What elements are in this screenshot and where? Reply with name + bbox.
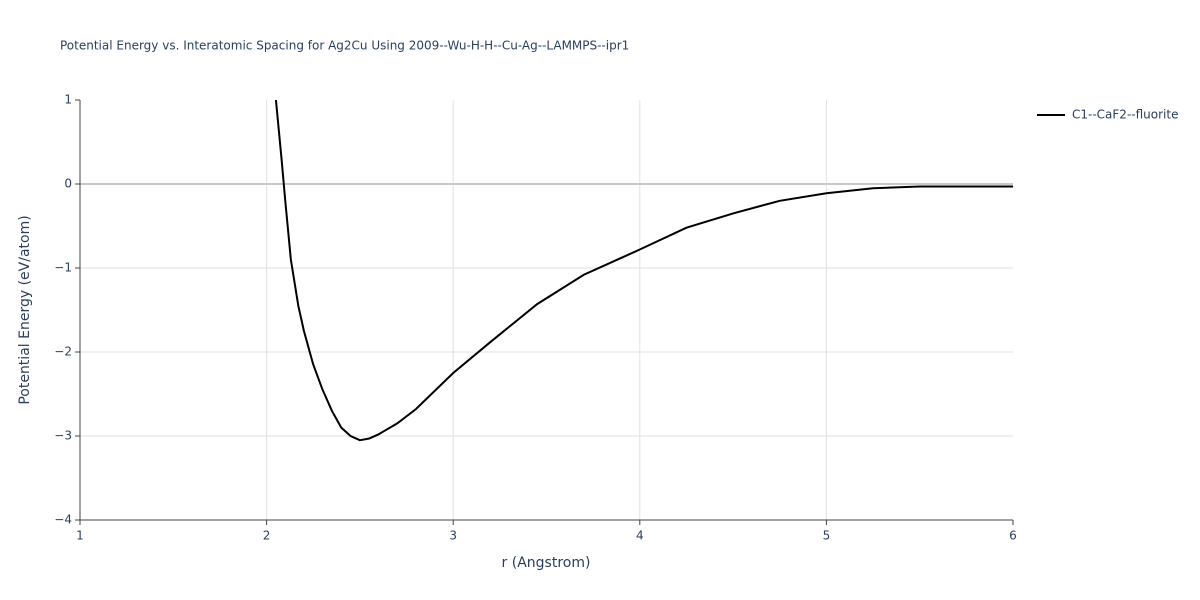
chart-title: Potential Energy vs. Interatomic Spacing…	[60, 39, 629, 53]
y-tick-label: 1	[64, 93, 72, 107]
x-tick-label: 4	[636, 529, 644, 543]
y-axis-title: Potential Energy (eV/atom)	[17, 215, 33, 404]
y-tick-label: −4	[54, 513, 72, 527]
x-tick-label: 2	[263, 529, 271, 543]
x-tick-label: 6	[1009, 529, 1017, 543]
y-tick-label: −2	[54, 345, 72, 359]
series-line	[274, 99, 1013, 442]
x-tick-label: 1	[76, 529, 84, 543]
legend-label: C1--CaF2--fluorite	[1072, 108, 1178, 122]
x-tick-label: 5	[823, 529, 831, 543]
y-tick-label: −1	[54, 261, 72, 275]
x-tick-label: 3	[449, 529, 457, 543]
y-tick-label: 0	[64, 177, 72, 191]
x-axis-title: r (Angstrom)	[502, 555, 591, 571]
y-tick-label: −3	[54, 429, 72, 443]
